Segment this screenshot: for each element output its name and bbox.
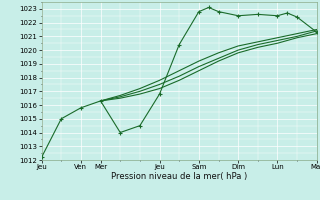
- X-axis label: Pression niveau de la mer( hPa ): Pression niveau de la mer( hPa ): [111, 172, 247, 181]
